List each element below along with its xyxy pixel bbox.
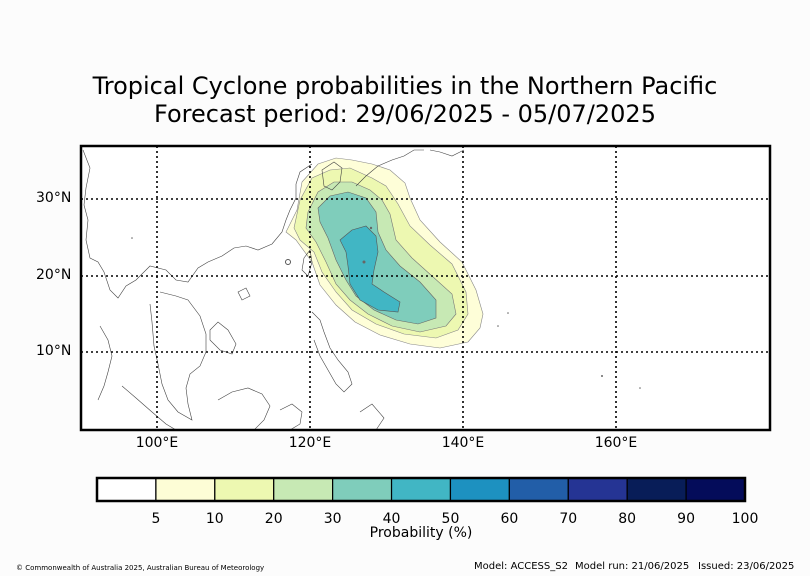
colorbar-swatch [567, 477, 628, 502]
colorbar-tick-label: 20 [264, 511, 283, 527]
colorbar-frame [95, 476, 747, 503]
japan-2 [429, 149, 465, 157]
colorbar-tick-label: 70 [559, 511, 578, 527]
borneo [217, 387, 271, 430]
colorbar-swatch [214, 477, 275, 502]
colorbar-tick-label: 40 [382, 511, 401, 527]
colorbar-tick-label: 10 [205, 511, 224, 527]
model-name: Model: ACCESS_S2 [474, 561, 568, 572]
lon-label-160: 160°E [594, 435, 638, 451]
colorbar-swatch [685, 477, 746, 502]
asia-coast [82, 149, 313, 299]
model-run-date: Model run: 21/06/2025 [575, 561, 690, 572]
issued-date: Issued: 23/06/2025 [698, 561, 795, 572]
map-frame [79, 144, 772, 432]
colorbar-swatch [332, 477, 393, 502]
colorbar-swatch [626, 477, 687, 502]
colorbar-tick-label: 30 [323, 511, 342, 527]
islands [131, 226, 641, 389]
lon-label-120: 120°E [288, 435, 332, 451]
sulawesi [279, 403, 303, 430]
coastlines [82, 149, 465, 430]
hainan [237, 287, 251, 301]
colorbar-swatch [96, 477, 157, 502]
colorbar [96, 477, 746, 502]
colorbar-tick-label: 60 [500, 511, 519, 527]
contour-40 [339, 225, 401, 313]
lat-label-10: 10°N [36, 343, 72, 359]
contour-30 [317, 191, 437, 325]
gridlines [81, 146, 770, 430]
colorbar-swatch [273, 477, 334, 502]
new-guinea [359, 403, 385, 430]
colorbar-swatch [449, 477, 510, 502]
lon-label-100: 100°E [135, 435, 179, 451]
colorbar-label: Probability (%) [369, 525, 473, 541]
lat-label-30: 30°N [36, 190, 72, 206]
colorbar-tick-label: 5 [151, 511, 161, 527]
taiwan [301, 249, 313, 277]
philippines [311, 311, 353, 393]
colorbar-tick-label: 50 [441, 511, 460, 527]
colorbar-swatch [155, 477, 216, 502]
copyright-notice: © Commonwealth of Australia 2025, Austra… [16, 564, 265, 572]
india-east-coast [97, 325, 113, 401]
colorbar-tick-label: 80 [618, 511, 637, 527]
colorbar-tick-label: 90 [677, 511, 695, 527]
colorbar-swatch [508, 477, 569, 502]
sumatra [121, 385, 177, 430]
forecast-period: Forecast period: 29/06/2025 - 05/07/2025 [154, 100, 656, 128]
chart-title: Tropical Cyclone probabilities in the No… [92, 72, 718, 100]
lon-label-140: 140°E [441, 435, 485, 451]
japan [355, 149, 424, 187]
lat-label-20: 20°N [36, 267, 72, 283]
malay-coast [209, 321, 237, 355]
colorbar-tick-label: 100 [731, 511, 759, 527]
colorbar-swatch [390, 477, 452, 502]
korea [321, 161, 343, 191]
